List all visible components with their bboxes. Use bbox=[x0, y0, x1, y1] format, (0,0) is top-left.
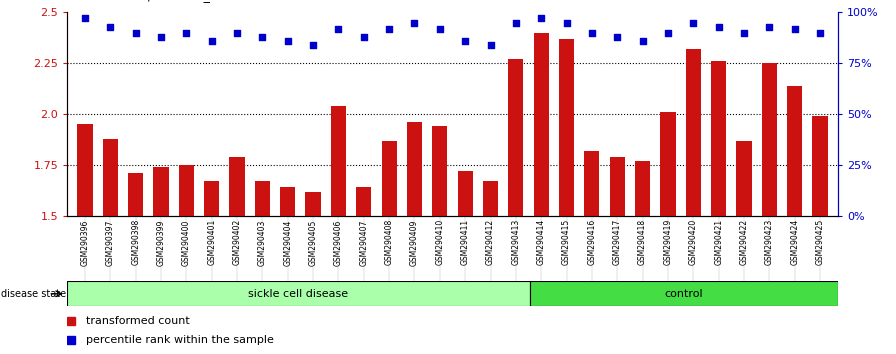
Text: GSM290425: GSM290425 bbox=[815, 219, 824, 266]
Text: GSM290406: GSM290406 bbox=[334, 219, 343, 266]
Text: GSM290407: GSM290407 bbox=[359, 219, 368, 266]
Bar bbox=[356, 188, 371, 216]
Text: GSM290416: GSM290416 bbox=[588, 219, 597, 266]
Bar bbox=[458, 171, 473, 216]
Bar bbox=[204, 181, 220, 216]
Text: GSM290397: GSM290397 bbox=[106, 219, 115, 266]
Text: GSM290418: GSM290418 bbox=[638, 219, 647, 266]
Text: GSM290410: GSM290410 bbox=[435, 219, 444, 266]
Bar bbox=[483, 181, 498, 216]
Point bbox=[332, 26, 346, 32]
Bar bbox=[559, 39, 574, 216]
Text: GSM290421: GSM290421 bbox=[714, 219, 723, 266]
Bar bbox=[432, 126, 447, 216]
Point bbox=[103, 24, 117, 29]
Text: GSM290409: GSM290409 bbox=[410, 219, 419, 266]
Text: GSM290422: GSM290422 bbox=[739, 219, 748, 266]
Text: GSM290404: GSM290404 bbox=[283, 219, 292, 266]
Text: GSM290424: GSM290424 bbox=[790, 219, 799, 266]
Text: GSM290401: GSM290401 bbox=[207, 219, 216, 266]
Bar bbox=[382, 141, 397, 216]
Bar bbox=[128, 173, 143, 216]
Bar bbox=[407, 122, 422, 216]
Bar bbox=[280, 188, 296, 216]
Text: GSM290413: GSM290413 bbox=[512, 219, 521, 266]
Text: GSM290398: GSM290398 bbox=[131, 219, 140, 266]
Text: transformed count: transformed count bbox=[86, 316, 190, 326]
Bar bbox=[254, 181, 270, 216]
Point bbox=[788, 26, 802, 32]
Bar bbox=[534, 33, 548, 216]
Text: GSM290423: GSM290423 bbox=[765, 219, 774, 266]
Point bbox=[357, 34, 371, 40]
Bar bbox=[609, 157, 625, 216]
Point bbox=[559, 20, 573, 25]
Bar bbox=[762, 63, 777, 216]
Text: GSM290415: GSM290415 bbox=[562, 219, 571, 266]
Bar bbox=[229, 157, 245, 216]
Text: percentile rank within the sample: percentile rank within the sample bbox=[86, 335, 274, 345]
Bar bbox=[584, 151, 599, 216]
Point bbox=[280, 38, 295, 44]
Text: GSM290411: GSM290411 bbox=[461, 219, 470, 266]
Point bbox=[255, 34, 270, 40]
Text: GSM290405: GSM290405 bbox=[308, 219, 317, 266]
Point bbox=[433, 26, 447, 32]
Bar bbox=[711, 61, 727, 216]
Text: disease state: disease state bbox=[1, 289, 66, 299]
Bar bbox=[77, 124, 92, 216]
Point bbox=[509, 20, 523, 25]
Bar bbox=[508, 59, 523, 216]
Text: GDS3318 / 212248_at: GDS3318 / 212248_at bbox=[85, 0, 222, 2]
Text: GSM290412: GSM290412 bbox=[486, 219, 495, 266]
Bar bbox=[660, 112, 676, 216]
Point bbox=[483, 42, 497, 48]
Point bbox=[230, 30, 245, 36]
Bar bbox=[737, 141, 752, 216]
Bar bbox=[331, 106, 346, 216]
Bar bbox=[178, 165, 194, 216]
Text: GSM290399: GSM290399 bbox=[157, 219, 166, 266]
Point bbox=[382, 26, 396, 32]
Point bbox=[610, 34, 625, 40]
Text: GSM290414: GSM290414 bbox=[537, 219, 546, 266]
Bar bbox=[813, 116, 828, 216]
Point bbox=[737, 30, 751, 36]
Text: GSM290417: GSM290417 bbox=[613, 219, 622, 266]
Bar bbox=[153, 167, 168, 216]
Text: GSM290400: GSM290400 bbox=[182, 219, 191, 266]
Bar bbox=[103, 139, 118, 216]
Point bbox=[128, 30, 142, 36]
Point bbox=[635, 38, 650, 44]
Point bbox=[660, 30, 675, 36]
Text: GSM290420: GSM290420 bbox=[689, 219, 698, 266]
Text: GSM290402: GSM290402 bbox=[233, 219, 242, 266]
Text: GSM290396: GSM290396 bbox=[81, 219, 90, 266]
Bar bbox=[685, 49, 701, 216]
Point bbox=[711, 24, 726, 29]
Bar bbox=[635, 161, 650, 216]
Bar bbox=[67, 281, 530, 306]
Text: sickle cell disease: sickle cell disease bbox=[248, 289, 349, 299]
Bar bbox=[306, 192, 321, 216]
Point bbox=[534, 16, 548, 21]
Bar bbox=[787, 86, 802, 216]
Point bbox=[204, 38, 219, 44]
Point bbox=[154, 34, 168, 40]
Point bbox=[458, 38, 472, 44]
Point bbox=[408, 20, 422, 25]
Point bbox=[78, 16, 92, 21]
Text: control: control bbox=[664, 289, 703, 299]
Point bbox=[762, 24, 777, 29]
Text: GSM290403: GSM290403 bbox=[258, 219, 267, 266]
Text: GSM290408: GSM290408 bbox=[384, 219, 393, 266]
Point bbox=[813, 30, 827, 36]
Text: GSM290419: GSM290419 bbox=[663, 219, 672, 266]
Point bbox=[686, 20, 701, 25]
Point bbox=[306, 42, 320, 48]
Point bbox=[179, 30, 194, 36]
Bar bbox=[530, 281, 838, 306]
Point bbox=[585, 30, 599, 36]
